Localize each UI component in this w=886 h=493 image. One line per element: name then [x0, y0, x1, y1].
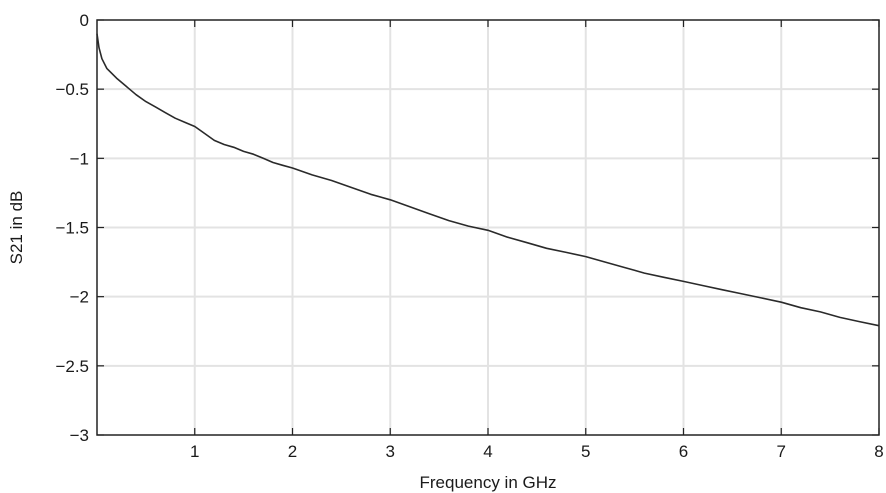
x-tick-label: 8: [874, 442, 883, 461]
x-tick-label: 3: [386, 442, 395, 461]
y-tick-label: −2.5: [55, 357, 89, 376]
x-tick-label: 6: [679, 442, 688, 461]
x-tick-labels: 1 2 3 4 5 6 7 8: [190, 442, 884, 461]
y-axis-label: S21 in dB: [7, 191, 26, 265]
x-tick-label: 7: [777, 442, 786, 461]
series-group: [96, 33, 880, 327]
y-grid-lines: [97, 88, 879, 367]
x-axis-label: Frequency in GHz: [420, 473, 557, 492]
y-tick-label: −1.5: [55, 219, 89, 238]
tick-marks: [97, 19, 880, 436]
y-tick-label: −0.5: [55, 80, 89, 99]
x-tick-label: 4: [483, 442, 492, 461]
y-tick-label: −1: [70, 149, 89, 168]
x-tick-label: 5: [581, 442, 590, 461]
y-tick-label: −3: [70, 426, 89, 445]
y-tick-label: 0: [80, 11, 89, 30]
y-tick-label: −2: [70, 288, 89, 307]
y-tick-labels: 0 −0.5 −1 −1.5 −2 −2.5 −3: [55, 11, 89, 445]
series-line: [96, 33, 880, 327]
x-tick-label: 1: [190, 442, 199, 461]
x-tick-label: 2: [288, 442, 297, 461]
